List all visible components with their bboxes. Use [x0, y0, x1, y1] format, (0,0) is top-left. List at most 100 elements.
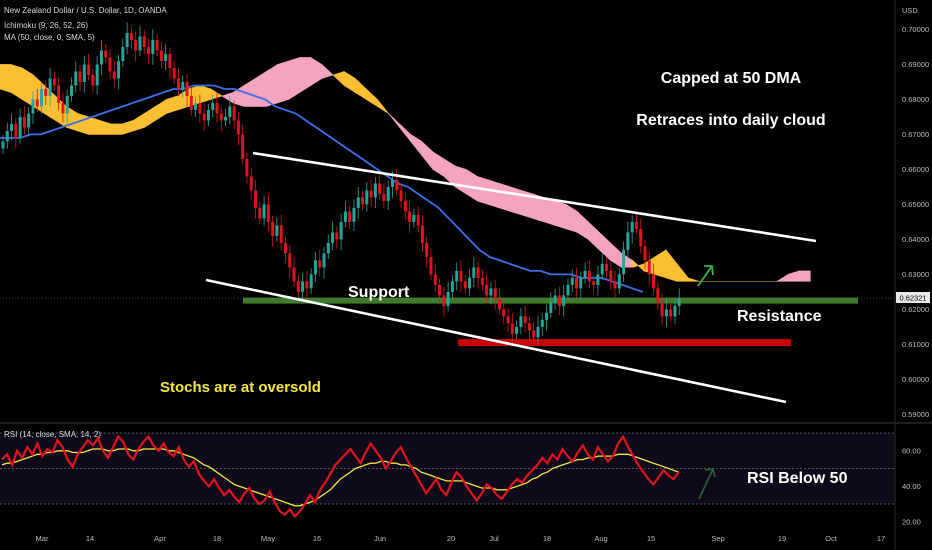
- candle-body: [378, 183, 382, 194]
- candle-body: [27, 113, 31, 128]
- candle-body: [181, 81, 185, 89]
- date-tick-label: Aug: [594, 534, 607, 543]
- candle-body: [121, 46, 125, 61]
- candle-body: [138, 36, 142, 51]
- cloud-segment: [288, 57, 301, 101]
- candle: [292, 256, 296, 287]
- candle: [241, 123, 245, 165]
- candle: [373, 177, 377, 209]
- candle: [634, 213, 638, 235]
- rsi-ma-line: [1, 448, 679, 507]
- candle-body: [305, 281, 309, 289]
- candle-body: [279, 225, 283, 243]
- candle-body: [502, 309, 506, 317]
- candle: [660, 293, 664, 326]
- price-tick-label: 0.68000: [902, 95, 929, 104]
- candle-body: [134, 39, 138, 51]
- cloud-segment: [299, 57, 312, 94]
- candle: [283, 236, 287, 263]
- cloud-segment: [354, 77, 367, 101]
- candle-body: [613, 281, 617, 289]
- candle-body: [652, 274, 656, 289]
- candle: [326, 234, 330, 259]
- candle-body: [468, 277, 472, 289]
- candle: [14, 117, 18, 149]
- candle: [664, 298, 668, 328]
- date-tick-label: 19: [778, 534, 786, 543]
- candle-body: [258, 207, 262, 219]
- candle: [382, 183, 386, 209]
- cloud-segment: [510, 186, 523, 216]
- candle-body: [5, 130, 9, 142]
- candle: [416, 206, 420, 233]
- cloud-segment: [410, 133, 423, 157]
- date-tick-label: May: [261, 534, 275, 543]
- candle-body: [369, 190, 373, 198]
- candle: [339, 213, 343, 251]
- candle-body: [292, 267, 296, 282]
- candle: [497, 288, 501, 315]
- candle: [613, 270, 617, 300]
- candle: [575, 267, 579, 298]
- candle-body: [194, 102, 198, 110]
- symbol-title: New Zealand Dollar / U.S. Dollar, 1D, OA…: [4, 6, 167, 15]
- candle-body: [236, 120, 240, 135]
- candle-body: [22, 116, 26, 128]
- candle: [523, 305, 527, 333]
- candle-body: [91, 74, 95, 86]
- candle-body: [313, 260, 317, 275]
- candle: [609, 262, 613, 291]
- candle: [420, 214, 424, 252]
- candle-body: [266, 204, 270, 222]
- ma-legend: MA (50, close, 0, SMA, 5): [4, 33, 95, 42]
- candle-body: [536, 326, 540, 338]
- candle: [185, 73, 189, 107]
- candle: [262, 196, 266, 226]
- cloud-segment: [332, 71, 345, 87]
- cloud-segment: [499, 183, 511, 212]
- annotation-rsi-below: RSI Below 50: [747, 470, 848, 487]
- candle-body: [69, 85, 73, 96]
- candle: [1, 135, 5, 155]
- date-tick-label: Jul: [489, 534, 499, 543]
- cloud-segment: [277, 60, 289, 104]
- rsi-tick-label: 40.00: [902, 482, 921, 491]
- candle-body: [104, 50, 108, 58]
- candle-body: [155, 39, 159, 51]
- ma50-polyline: [0, 84, 643, 293]
- candle: [442, 286, 446, 317]
- upper-trendline: [252, 151, 817, 243]
- candle: [476, 261, 480, 289]
- cloud-segment: [610, 242, 622, 268]
- candle-body: [386, 186, 390, 201]
- candle: [125, 22, 129, 55]
- candle: [386, 180, 390, 211]
- candle-body: [309, 274, 313, 289]
- candle: [57, 77, 61, 111]
- candle: [515, 320, 519, 340]
- candle-body: [382, 193, 386, 201]
- candle: [639, 218, 643, 254]
- candle: [151, 29, 155, 65]
- candle: [587, 260, 591, 289]
- price-up-arrow: [697, 265, 714, 287]
- candle-body: [420, 225, 424, 243]
- annotation-support: Support: [348, 284, 410, 301]
- candle-body: [339, 221, 343, 240]
- price-tick-label: 0.61000: [902, 340, 929, 349]
- candle: [194, 96, 198, 118]
- candle: [322, 247, 326, 279]
- cloud-segment: [676, 263, 689, 282]
- candle: [224, 108, 228, 127]
- candle: [129, 26, 133, 50]
- candle-body: [198, 102, 202, 114]
- candle: [104, 44, 108, 64]
- candle-body: [442, 295, 446, 306]
- candle-body: [408, 211, 412, 222]
- candle-body: [48, 78, 52, 96]
- cloud-segment: [565, 203, 578, 233]
- candle: [40, 82, 44, 114]
- candle-body: [147, 46, 151, 54]
- candle-body: [1, 141, 5, 149]
- candle-body: [540, 319, 544, 327]
